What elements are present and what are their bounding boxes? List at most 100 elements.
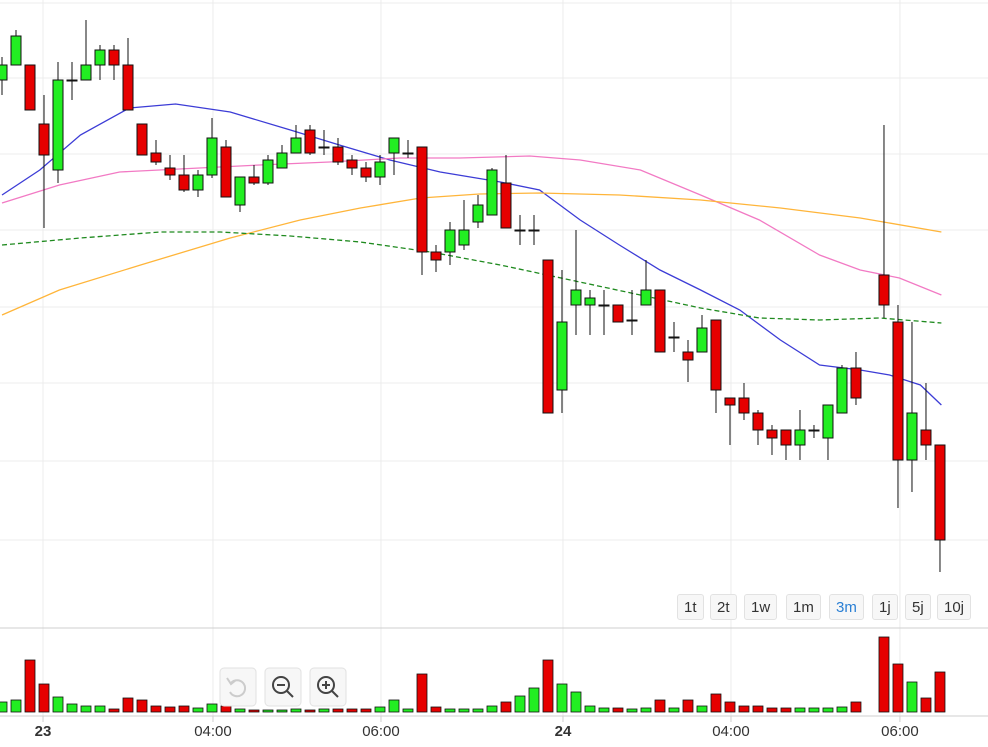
volume-bar (444, 708, 456, 713)
volume-bar (500, 701, 512, 713)
candle-body (122, 64, 134, 111)
candle-body (612, 304, 624, 323)
volume-bar (612, 707, 624, 713)
volume-bar (724, 701, 736, 713)
volume-bar (542, 659, 554, 713)
reset-button[interactable] (219, 667, 257, 707)
volume-bar (0, 701, 8, 713)
volume-bar (108, 708, 120, 713)
range-button[interactable]: 1w (744, 594, 778, 620)
volume-bar (556, 683, 568, 713)
volume-bar (430, 706, 442, 713)
candle-body (710, 319, 722, 391)
candle-body (752, 412, 764, 431)
volume-bar (304, 709, 316, 713)
volume-bar (794, 707, 806, 713)
range-button[interactable]: 1m (786, 594, 821, 620)
candle-body (24, 64, 36, 111)
volume-bar (738, 705, 750, 713)
candle-body (416, 146, 428, 253)
moving-average-line (1, 103, 942, 406)
candle-body (66, 79, 78, 82)
volume-bar (892, 663, 904, 713)
volume-bar (514, 695, 526, 713)
moving-average-line (1, 231, 942, 324)
candle-body (332, 146, 344, 163)
candle-body (822, 404, 834, 439)
volume-bar (332, 708, 344, 713)
volume-bar (52, 696, 64, 713)
candle-body (626, 319, 638, 322)
volume-bar (598, 707, 610, 713)
volume-bar (486, 705, 498, 713)
volume-bar (584, 705, 596, 713)
volume-bar (10, 699, 22, 713)
volume-bar (388, 699, 400, 713)
candle-body (38, 123, 50, 156)
candle-body (794, 429, 806, 446)
range-button[interactable]: 3m (829, 594, 864, 620)
candle-body (640, 289, 652, 306)
volume-bar (640, 707, 652, 713)
volume-bar (626, 708, 638, 713)
zoom-out-button[interactable] (264, 667, 302, 707)
candle-body (724, 397, 736, 406)
moving-average-line (1, 192, 942, 316)
candle-body (486, 169, 498, 216)
candle-body (248, 176, 260, 184)
range-button[interactable]: 1t (677, 594, 704, 620)
volume-bar (402, 708, 414, 713)
candle-body (570, 289, 582, 306)
volume-bar (136, 699, 148, 713)
candle-body (542, 259, 554, 414)
x-tick-label: 06:00 (362, 723, 400, 740)
candle-body (206, 137, 218, 176)
volume-bar (668, 707, 680, 713)
volume-bar (850, 701, 862, 713)
volume-bar (416, 673, 428, 713)
candle-body (360, 167, 372, 178)
zoom-in-button[interactable] (309, 667, 347, 707)
range-button[interactable]: 2t (710, 594, 737, 620)
candle-body (878, 274, 890, 306)
candle-body (10, 35, 22, 66)
candle-body (836, 367, 848, 414)
candle-body (738, 397, 750, 414)
candle-body (318, 146, 330, 149)
volume-bar (164, 706, 176, 713)
candle-body (528, 229, 540, 232)
volume-bar (906, 681, 918, 713)
volume-bar (822, 707, 834, 713)
candle-body (290, 137, 302, 154)
volume-bar (808, 707, 820, 713)
volume-bar (696, 705, 708, 713)
candle-body (472, 204, 484, 223)
candle-body (934, 444, 946, 541)
zoom-controls (219, 667, 347, 707)
volume-bar (66, 703, 78, 713)
candle-body (556, 321, 568, 391)
volume-bar (248, 709, 260, 713)
candle-body (584, 297, 596, 306)
candle-body (192, 174, 204, 191)
candle-body (850, 367, 862, 399)
candle-body (0, 64, 8, 81)
candle-body (892, 321, 904, 461)
candle-body (220, 146, 232, 198)
candle-body (178, 174, 190, 191)
candle-body (920, 429, 932, 446)
range-button[interactable]: 10j (937, 594, 972, 620)
range-button[interactable]: 1j (872, 594, 898, 620)
candle-body (598, 304, 610, 307)
range-button[interactable]: 5j (905, 594, 931, 620)
candle-body (668, 336, 680, 339)
volume-bar (24, 659, 36, 713)
volume-bar (458, 708, 470, 713)
volume-bar (934, 671, 946, 713)
candle-body (136, 123, 148, 156)
volume-bar (682, 699, 694, 713)
volume-bar (178, 705, 190, 713)
candle-body (94, 49, 106, 66)
volume-bar (276, 709, 288, 713)
